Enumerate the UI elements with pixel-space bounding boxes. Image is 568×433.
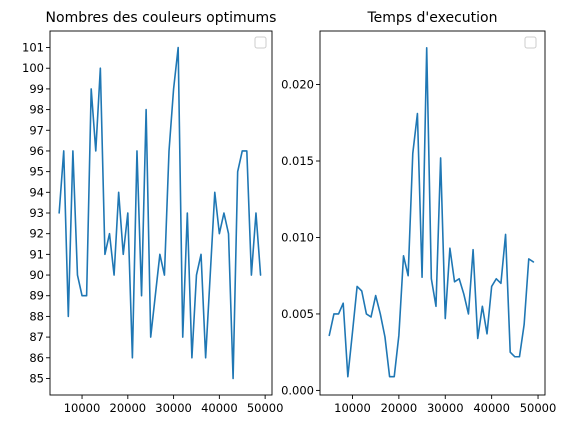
y-tick-label: 100: [22, 61, 44, 75]
y-tick-label: 0.015: [281, 154, 314, 168]
y-tick-label: 86: [29, 351, 44, 365]
chart-title: Temps d'execution: [366, 10, 497, 26]
y-tick-label: 85: [29, 371, 44, 385]
y-tick-label: 96: [29, 144, 44, 158]
y-tick-label: 87: [29, 330, 44, 344]
y-tick-label: 0.020: [281, 78, 314, 92]
y-tick-label: 99: [29, 82, 44, 96]
chart-title: Nombres des couleurs optimums: [46, 10, 277, 26]
x-tick-label: 30000: [427, 401, 464, 415]
x-tick-label: 50000: [520, 401, 557, 415]
x-tick-label: 10000: [64, 401, 101, 415]
y-tick-label: 92: [29, 227, 44, 241]
series-line: [58, 46, 262, 380]
y-tick-label: 94: [29, 185, 44, 199]
x-tick-label: 10000: [334, 401, 371, 415]
y-tick-label: 88: [29, 309, 44, 323]
y-tick-label: 98: [29, 103, 44, 117]
x-tick-label: 20000: [110, 401, 147, 415]
x-tick-label: 20000: [381, 401, 418, 415]
y-tick-label: 0.010: [281, 230, 314, 244]
y-tick-label: 101: [22, 41, 44, 55]
plot-area-frame: [319, 30, 546, 396]
legend-box: [524, 36, 537, 49]
y-tick-label: 90: [29, 268, 44, 282]
chart-panel-colors: Nombres des couleurs optimums 10000 20000 3…: [22, 10, 283, 415]
legend-box: [254, 36, 267, 49]
y-tick-label: 93: [29, 206, 44, 220]
plot-area-frame: [49, 30, 273, 396]
y-tick-label: 91: [29, 247, 44, 261]
x-tick-label: 40000: [473, 401, 510, 415]
y-tick-label: 97: [29, 123, 44, 137]
y-tick-label: 0.000: [281, 383, 314, 397]
series-line: [328, 47, 535, 378]
chart-panel-time: Temps d'execution 10000 20000 30000 40000 500…: [281, 10, 556, 415]
x-tick-label: 30000: [155, 401, 192, 415]
y-tick-label: 95: [29, 165, 44, 179]
x-tick-label: 40000: [201, 401, 238, 415]
y-tick-label: 0.005: [281, 307, 314, 321]
y-tick-label: 89: [29, 289, 44, 303]
x-tick-label: 50000: [247, 401, 284, 415]
